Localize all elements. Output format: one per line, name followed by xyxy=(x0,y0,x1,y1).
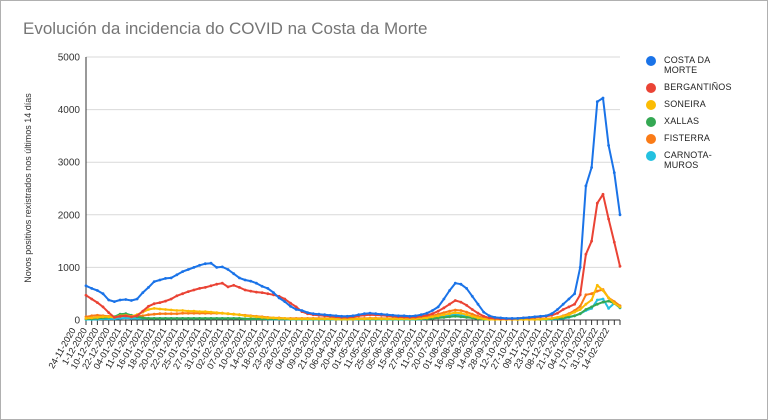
svg-text:4000: 4000 xyxy=(58,105,81,116)
y-axis-label: Novos positivos rexistrados nos últimos … xyxy=(23,93,33,283)
legend-item-costa-da-morte[interactable]: COSTA DA MORTE xyxy=(646,55,766,75)
legend: COSTA DA MORTE BERGANTIÑOS SONEIRA XALLA… xyxy=(646,55,766,177)
y-axis: 0 1000 2000 3000 4000 5000 xyxy=(58,53,87,327)
svg-text:2000: 2000 xyxy=(58,210,81,221)
svg-text:3000: 3000 xyxy=(58,158,81,169)
legend-dot-icon xyxy=(646,100,656,110)
legend-item-carnota-muros[interactable]: CARNOTA-MUROS xyxy=(646,150,766,170)
chart-title: Evolución da incidencia do COVID na Cost… xyxy=(23,19,428,38)
legend-item-xallas[interactable]: XALLAS xyxy=(646,116,766,127)
legend-label: BERGANTIÑOS xyxy=(664,82,732,92)
svg-text:1000: 1000 xyxy=(58,263,81,274)
legend-label: XALLAS xyxy=(664,116,700,126)
legend-item-soneira[interactable]: SONEIRA xyxy=(646,99,766,110)
svg-text:5000: 5000 xyxy=(58,53,81,64)
legend-item-berganti-os[interactable]: BERGANTIÑOS xyxy=(646,82,766,93)
svg-text:0: 0 xyxy=(74,316,80,327)
legend-dot-icon xyxy=(646,134,656,144)
legend-label: CARNOTA-MUROS xyxy=(664,150,712,170)
legend-dot-icon xyxy=(646,151,656,161)
legend-label: FISTERRA xyxy=(664,133,711,143)
legend-dot-icon xyxy=(646,83,656,93)
legend-dot-icon xyxy=(646,56,656,66)
legend-label: SONEIRA xyxy=(664,99,706,109)
series-lines xyxy=(84,96,622,321)
legend-dot-icon xyxy=(646,117,656,127)
legend-item-fisterra[interactable]: FISTERRA xyxy=(646,133,766,144)
legend-label: COSTA DA MORTE xyxy=(664,55,710,75)
x-axis: 24-11-20201-12-202010-12-202022-12-20200… xyxy=(46,319,621,371)
gridlines xyxy=(86,56,620,268)
